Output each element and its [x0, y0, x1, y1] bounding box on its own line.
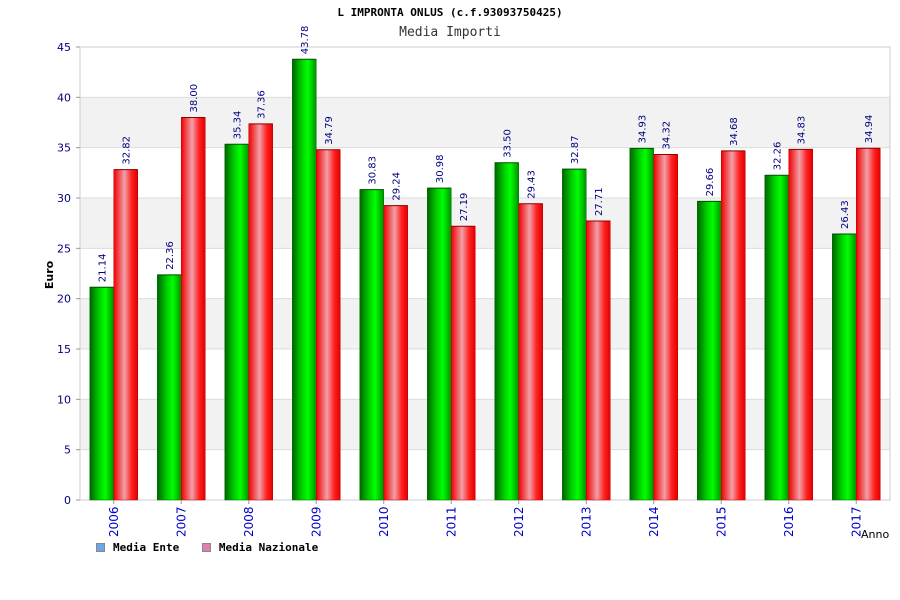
y-tick-label: 15: [57, 343, 71, 356]
bar-media-nazionale: [586, 220, 611, 501]
data-label-media-nazionale: 34.32: [662, 121, 673, 150]
data-label-media-nazionale: 29.43: [527, 170, 538, 199]
bar-media-ente: [89, 286, 114, 501]
y-tick-label: 5: [64, 444, 71, 457]
data-label-media-ente: 34.93: [638, 115, 649, 144]
plot-band: [80, 97, 890, 148]
legend-label-media-ente: Media Ente: [113, 541, 180, 554]
bar-media-nazionale: [518, 203, 543, 501]
data-label-media-nazionale: 27.71: [594, 187, 605, 216]
bar-media-ente: [292, 59, 317, 501]
data-label-media-ente: 29.66: [705, 168, 716, 197]
x-tick-label: 2014: [647, 506, 661, 537]
bar-media-nazionale: [181, 117, 206, 501]
plot-border: [79, 46, 891, 501]
legend-swatch-media-ente: [96, 543, 105, 552]
y-tick-label: 35: [57, 142, 71, 155]
data-label-media-nazionale: 34.83: [797, 116, 808, 145]
x-tick-label: 2013: [579, 506, 593, 537]
bar-media-nazionale: [383, 205, 408, 501]
x-tick-label: 2008: [242, 506, 256, 537]
plot-band: [80, 147, 890, 198]
legend-item-media-nazionale: Media Nazionale: [201, 541, 319, 554]
data-label-media-ente: 35.34: [233, 111, 244, 140]
y-tick-label: 25: [57, 242, 71, 255]
data-label-media-nazionale: 38.00: [189, 84, 200, 113]
chart-subtitle: Media Importi: [399, 25, 501, 40]
x-axis-title: Anno: [861, 528, 889, 541]
x-tick-label: 2015: [714, 506, 728, 537]
bar-media-ente: [494, 162, 519, 501]
bar-media-nazionale: [451, 226, 476, 501]
bar-media-ente: [562, 168, 587, 501]
bar-media-ente: [427, 187, 452, 501]
legend: Media Ente Media Nazionale: [96, 541, 334, 555]
x-tick-label: 2006: [107, 506, 121, 537]
y-tick-label: 0: [64, 494, 71, 507]
bar-media-ente: [157, 274, 182, 501]
x-tick-label: 2010: [377, 506, 391, 537]
x-tick-label: 2007: [174, 506, 188, 537]
y-axis-title: Euro: [43, 260, 56, 289]
bar-media-nazionale: [653, 154, 678, 501]
x-tick-label: 2009: [309, 506, 323, 537]
bar-media-ente: [764, 174, 789, 501]
plot-band: [80, 449, 890, 500]
data-label-media-nazionale: 37.36: [257, 90, 268, 119]
y-tick-label: 30: [57, 192, 71, 205]
plot-band: [80, 248, 890, 299]
bar-media-ente: [224, 143, 249, 501]
data-label-media-ente: 26.43: [840, 200, 851, 229]
x-tick-label: 2011: [444, 506, 458, 537]
bar-media-nazionale: [788, 149, 813, 501]
bar-media-ente: [697, 201, 722, 501]
plot-band: [80, 298, 890, 349]
data-label-media-nazionale: 27.19: [459, 193, 470, 222]
y-tick-label: 40: [57, 91, 71, 104]
data-label-media-ente: 43.78: [300, 26, 311, 55]
bar-media-nazionale: [316, 149, 341, 501]
legend-swatch-media-nazionale: [201, 543, 211, 552]
bar-media-ente: [359, 189, 384, 501]
bar-media-nazionale: [856, 148, 881, 501]
y-tick-label: 20: [57, 293, 71, 306]
plot-band: [80, 399, 890, 450]
data-label-media-ente: 32.26: [773, 142, 784, 171]
bar-media-ente: [832, 233, 857, 501]
bar-media-nazionale: [721, 150, 746, 501]
data-label-media-ente: 33.50: [503, 129, 514, 158]
plot-band: [80, 349, 890, 400]
data-label-media-ente: 30.98: [435, 154, 446, 183]
plot-band: [80, 198, 890, 249]
bar-media-ente: [629, 148, 654, 501]
data-label-media-nazionale: 32.82: [122, 136, 133, 165]
y-tick-label: 10: [57, 393, 71, 406]
x-tick-label: 2012: [512, 506, 526, 537]
bar-media-nazionale: [248, 123, 273, 501]
chart-title: L IMPRONTA ONLUS (c.f.93093750425): [337, 6, 563, 19]
plot-band: [80, 47, 890, 98]
data-label-media-nazionale: 29.24: [392, 172, 403, 201]
y-tick-label: 45: [57, 41, 71, 54]
legend-label-media-nazionale: Media Nazionale: [218, 541, 319, 554]
data-label-media-nazionale: 34.94: [864, 115, 875, 144]
x-tick-label: 2016: [782, 506, 796, 537]
x-tick-label: 2017: [849, 506, 863, 537]
bar-media-nazionale: [113, 169, 138, 501]
legend-item-media-ente: Media Ente: [96, 541, 179, 554]
data-label-media-ente: 21.14: [98, 254, 109, 283]
data-label-media-ente: 30.83: [368, 156, 379, 185]
data-label-media-ente: 32.87: [570, 135, 581, 164]
data-label-media-nazionale: 34.68: [729, 117, 740, 146]
data-label-media-ente: 22.36: [165, 241, 176, 270]
data-label-media-nazionale: 34.79: [324, 116, 335, 145]
